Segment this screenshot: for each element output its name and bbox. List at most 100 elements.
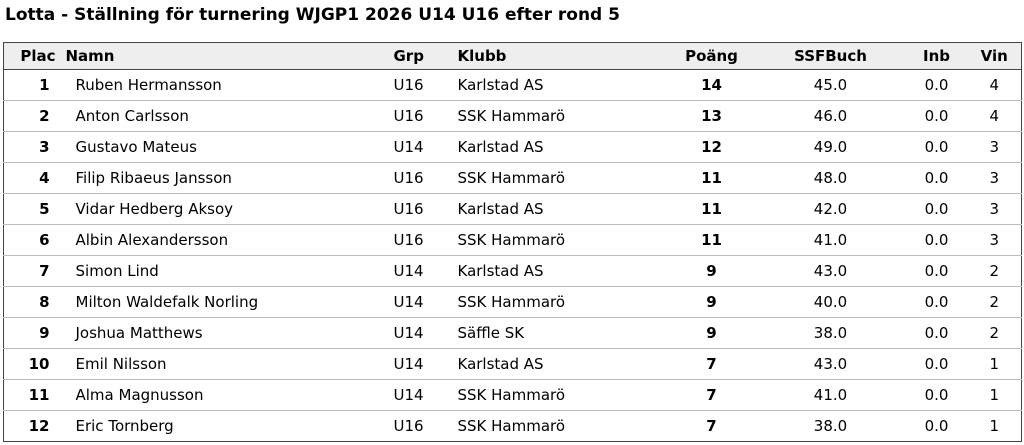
cell-place: 8: [3, 286, 64, 318]
table-row: 4 Filip Ribaeus Jansson U16 SSK Hammarö …: [3, 162, 1022, 194]
cell-wins: 4: [989, 76, 1000, 94]
cell-place: 11: [3, 379, 64, 411]
cell-club: SSK Hammarö: [447, 286, 668, 318]
cell-inb: 0.0: [905, 193, 968, 225]
cell-place: 9: [3, 317, 64, 349]
cell-player-name: Joshua Matthews: [63, 317, 384, 349]
cell-group: U14: [383, 131, 448, 163]
table-row: 6 Albin Alexandersson U16 SSK Hammarö 11…: [3, 224, 1022, 256]
table-row: 2 Anton Carlsson U16 SSK Hammarö 13 46.0…: [3, 100, 1022, 132]
cell-wins: 3: [967, 131, 1022, 163]
cell-group: U16: [383, 224, 448, 256]
cell-club: SSK Hammarö: [447, 162, 668, 194]
cell-ssfbuch: 43.0: [755, 348, 906, 380]
cell-inb: 0.0: [905, 317, 968, 349]
table-header-row: Plac Namn Grp Klubb Poäng SSFBuch Inb Vi…: [3, 42, 1022, 70]
cell-points: 11: [667, 224, 756, 256]
cell-inb: 0.0: [905, 162, 968, 194]
cell-ssfbuch: 49.0: [755, 131, 906, 163]
cell-player-name: Eric Tornberg: [63, 410, 384, 442]
cell-place: 12: [3, 410, 64, 442]
cell-club: SSK Hammarö: [447, 224, 668, 256]
cell-group: U14: [383, 348, 448, 380]
cell-ssfbuch: 41.0: [755, 379, 906, 411]
table-row: 1 Ruben Hermansson U16 Karlstad AS 14 45…: [4, 70, 1022, 101]
cell-club: Karlstad AS: [447, 348, 668, 380]
cell-group: U14: [383, 317, 448, 349]
cell-ssfbuch: 43.0: [755, 255, 906, 287]
cell-wins: 3: [967, 224, 1022, 256]
cell-points: 7: [667, 410, 756, 442]
cell-inb: 0.0: [905, 131, 968, 163]
cell-player-name: Vidar Hedberg Aksoy: [63, 193, 384, 225]
cell-points: 13: [667, 100, 756, 132]
cell-points: 7: [667, 379, 756, 411]
table-row: 12 Eric Tornberg U16 SSK Hammarö 7 38.0 …: [3, 410, 1022, 442]
cell-place: 6: [3, 224, 64, 256]
cell-place: 1: [39, 76, 50, 94]
col-header-ssfbuch: SSFBuch: [755, 42, 906, 70]
cell-points: 7: [667, 348, 756, 380]
cell-group: U16: [383, 100, 448, 132]
cell-points: 11: [667, 193, 756, 225]
table-row: 8 Milton Waldefalk Norling U14 SSK Hamma…: [3, 286, 1022, 318]
table-row: 5 Vidar Hedberg Aksoy U16 Karlstad AS 11…: [3, 193, 1022, 225]
cell-place: 4: [3, 162, 64, 194]
col-header-klubb: Klubb: [447, 42, 668, 70]
cell-group: U14: [383, 379, 448, 411]
cell-wins: 1: [967, 379, 1022, 411]
cell-wins: 1: [967, 348, 1022, 380]
col-header-grp: Grp: [383, 42, 448, 70]
cell-wins: 3: [967, 193, 1022, 225]
cell-club: SSK Hammarö: [447, 379, 668, 411]
cell-place: 10: [3, 348, 64, 380]
cell-club: Karlstad AS: [447, 131, 668, 163]
cell-points: 9: [667, 286, 756, 318]
cell-inb: 0.0: [905, 100, 968, 132]
table-row: 10 Emil Nilsson U14 Karlstad AS 7 43.0 0…: [3, 348, 1022, 380]
cell-wins: 1: [967, 410, 1022, 442]
cell-wins: 4: [967, 100, 1022, 132]
cell-wins: 2: [967, 317, 1022, 349]
cell-points: 14: [701, 76, 722, 94]
cell-club: SSK Hammarö: [447, 410, 668, 442]
cell-ssfbuch: 46.0: [755, 100, 906, 132]
table-row: 9 Joshua Matthews U14 Säffle SK 9 38.0 0…: [3, 317, 1022, 349]
cell-points: 11: [667, 162, 756, 194]
col-header-namn: Namn: [63, 42, 384, 70]
cell-group: U16: [383, 193, 448, 225]
cell-group: U16: [393, 76, 424, 94]
standings-table-body: 1 Ruben Hermansson U16 Karlstad AS 14 45…: [3, 70, 1022, 442]
cell-player-name: Albin Alexandersson: [63, 224, 384, 256]
cell-ssfbuch: 38.0: [755, 410, 906, 442]
cell-club: SSK Hammarö: [447, 100, 668, 132]
cell-club: Karlstad AS: [457, 76, 544, 94]
cell-place: 5: [3, 193, 64, 225]
table-row: 3 Gustavo Mateus U14 Karlstad AS 12 49.0…: [3, 131, 1022, 163]
cell-points: 9: [667, 255, 756, 287]
cell-inb: 0.0: [905, 410, 968, 442]
cell-player-name: Alma Magnusson: [63, 379, 384, 411]
cell-player-name: Emil Nilsson: [63, 348, 384, 380]
cell-player-name: Filip Ribaeus Jansson: [63, 162, 384, 194]
cell-place: 7: [3, 255, 64, 287]
cell-inb: 0.0: [924, 76, 949, 94]
col-header-vin: Vin: [967, 42, 1022, 70]
cell-player-name: Gustavo Mateus: [63, 131, 384, 163]
cell-ssfbuch: 48.0: [755, 162, 906, 194]
cell-inb: 0.0: [905, 379, 968, 411]
cell-inb: 0.0: [905, 255, 968, 287]
cell-place: 3: [3, 131, 64, 163]
cell-group: U14: [383, 255, 448, 287]
cell-inb: 0.0: [905, 224, 968, 256]
cell-club: Karlstad AS: [447, 255, 668, 287]
cell-wins: 3: [967, 162, 1022, 194]
cell-ssfbuch: 42.0: [755, 193, 906, 225]
cell-player-name: Simon Lind: [63, 255, 384, 287]
cell-points: 9: [667, 317, 756, 349]
cell-player-name: Milton Waldefalk Norling: [63, 286, 384, 318]
cell-inb: 0.0: [905, 348, 968, 380]
page-title: Lotta - Ställning för turnering WJGP1 20…: [5, 5, 620, 25]
cell-group: U14: [383, 286, 448, 318]
